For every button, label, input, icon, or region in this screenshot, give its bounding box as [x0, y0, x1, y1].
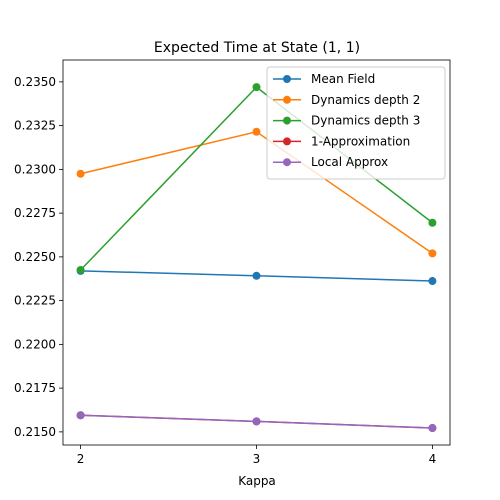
legend-marker-3 [283, 137, 291, 146]
data-point-0-2 [428, 277, 437, 286]
legend-label-3: 1-Approximation [311, 134, 410, 148]
y-tick-label: 0.2150 [14, 425, 56, 439]
y-tick-label: 0.2250 [14, 250, 56, 264]
legend-marker-2 [283, 116, 291, 125]
data-point-2-2 [428, 218, 437, 227]
x-tick-label: 3 [253, 452, 261, 466]
y-tick-label: 0.2175 [14, 381, 56, 395]
y-axis: 0.2150 0.2175 0.2200 0.2225 0.2250 0.2275 0.23… [14, 75, 63, 439]
y-tick-label: 0.2225 [14, 294, 56, 308]
x-axis: 2 3 4 [77, 445, 436, 466]
data-point-1-2 [428, 249, 437, 258]
x-axis-label: Kappa [238, 474, 276, 488]
data-point-0-1 [252, 271, 261, 280]
legend-box [266, 66, 446, 180]
legend-label-0: Mean Field [311, 72, 375, 86]
x-tick-label: 4 [429, 452, 437, 466]
data-point-2-0 [76, 266, 85, 274]
legend-marker-1 [283, 95, 291, 104]
chart-title: Expected Time at State (1, 1) [154, 40, 360, 56]
data-point-4-1 [252, 417, 261, 426]
legend-marker-4 [283, 158, 291, 167]
y-tick-label: 0.2200 [14, 337, 56, 351]
data-point-4-0 [76, 411, 85, 420]
legend-marker-0 [283, 75, 291, 83]
y-tick-label: 0.2275 [14, 206, 56, 220]
x-tick-label: 2 [77, 452, 85, 466]
legend-label-1: Dynamics depth 2 [311, 93, 420, 107]
legend: Mean Field Dynamics depth 2 Dynamics depth… [266, 66, 446, 180]
data-point-1-0 [76, 169, 85, 178]
legend-label-4: Local Approx [311, 155, 388, 169]
y-tick-label: 0.2300 [14, 162, 56, 176]
data-point-2-1 [252, 83, 261, 92]
data-point-1-1 [252, 127, 261, 136]
legend-label-2: Dynamics depth 3 [311, 114, 420, 128]
data-point-4-2 [428, 424, 437, 433]
y-tick-label: 0.2350 [14, 75, 56, 89]
y-tick-label: 0.2325 [14, 119, 56, 133]
